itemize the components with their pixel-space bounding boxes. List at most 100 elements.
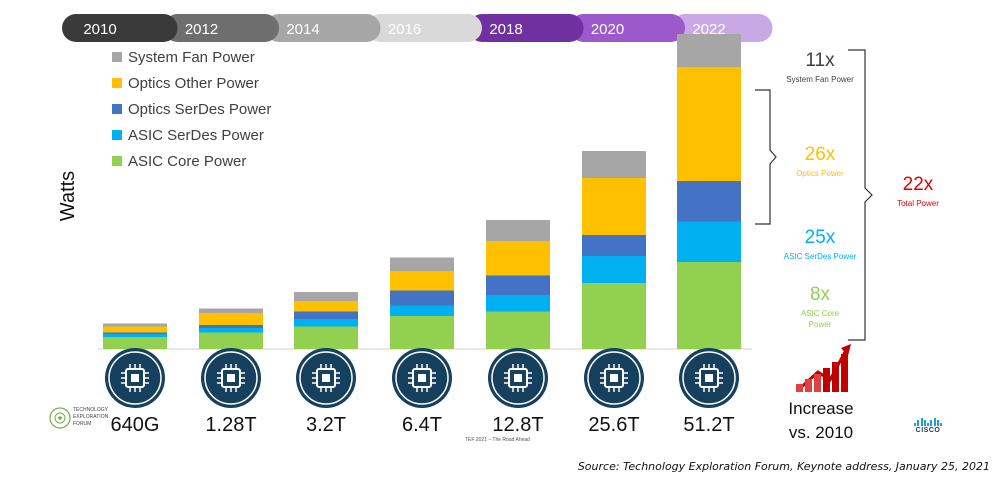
bar-25.6T-asic-serdes-power: [582, 256, 646, 283]
x-tick-label-6.4T: 6.4T: [402, 414, 442, 436]
legend-label: Optics Other Power: [128, 75, 259, 92]
bar-25.6T-optics-serdes-power: [582, 235, 646, 256]
chip-icon-inner-ring: [395, 351, 449, 405]
bar-1.28T-asic-serdes-power: [199, 328, 263, 333]
microchip-icon: [392, 348, 452, 408]
bar-1.28T-optics-serdes-power: [199, 325, 263, 328]
bar-3.2T-optics-other-power: [294, 301, 358, 312]
total-bracket: [848, 49, 873, 341]
tef-logo-line1: TECHNOLOGY: [73, 407, 109, 413]
annotation-label: ASIC SerDes Power: [784, 252, 857, 261]
x-tick-label-25.6T: 25.6T: [588, 414, 639, 436]
timeline-segment-2010: [62, 14, 178, 42]
x-tick-label-12.8T: 12.8T: [492, 414, 543, 436]
watermark-text: TEF 2021 – The Road Ahead: [465, 437, 530, 443]
timeline-segment-2018: [468, 14, 584, 42]
legend-swatch: [112, 104, 122, 114]
cisco-wordmark: CISCO: [915, 427, 941, 434]
legend-label: ASIC SerDes Power: [128, 127, 264, 144]
annotation-value: 26x: [805, 144, 836, 165]
annotation-value: 22x: [903, 174, 934, 195]
timeline-year-2012: 2012: [185, 21, 218, 38]
increase-bar: [814, 374, 821, 392]
microchip-icon: [679, 348, 739, 408]
bar-6.4T-optics-serdes-power: [390, 290, 454, 306]
x-tick-label-1.28T: 1.28T: [205, 414, 256, 436]
source-caption: Source: Technology Exploration Forum, Ke…: [577, 460, 990, 473]
timeline-segment-2014: [265, 14, 381, 42]
chip-icon-inner-ring: [682, 351, 736, 405]
tef-logo-mark: [49, 407, 71, 429]
bar-640G-asic-core-power: [103, 337, 167, 349]
annotation-value: 8x: [810, 284, 831, 305]
timeline-year-2018: 2018: [489, 21, 522, 38]
bar-51.2T-optics-serdes-power: [677, 181, 741, 222]
bar-6.4T-asic-core-power: [390, 316, 454, 349]
bar-6.4T-optics-other-power: [390, 271, 454, 291]
cisco-logo: CISCO: [914, 418, 942, 435]
chip-icon-inner-ring: [299, 351, 353, 405]
cisco-bars-icon: [914, 418, 942, 426]
chip-icon-inner-ring: [491, 351, 545, 405]
x-tick-label-51.2T: 51.2T: [683, 414, 734, 436]
legend-swatch: [112, 130, 122, 140]
bar-1.28T-asic-core-power: [199, 332, 263, 349]
tef-logo-line2: EXPLORATION: [73, 414, 109, 420]
timeline-bar: 2010 2012 2014 2016 2018 2020 2022: [62, 14, 773, 42]
bar-51.2T-asic-serdes-power: [677, 221, 741, 262]
bar-3.2T-asic-core-power: [294, 326, 358, 349]
increase-bar: [841, 354, 848, 392]
bar-640G-optics-serdes-power: [103, 332, 167, 334]
bar-12.8T-optics-other-power: [486, 241, 550, 276]
chip-icon-core: [418, 374, 426, 382]
annotation-label: Optics Power: [796, 169, 844, 178]
bar-51.2T-asic-core-power: [677, 262, 741, 349]
legend-swatch: [112, 52, 122, 62]
annotation-label: ASIC Core: [801, 309, 840, 318]
bar-640G-asic-serdes-power: [103, 334, 167, 337]
microchip-icon: [584, 348, 644, 408]
bar-25.6T-asic-core-power: [582, 283, 646, 349]
annotation-label: System Fan Power: [786, 75, 854, 84]
bar-640G-optics-other-power: [103, 326, 167, 333]
bar-1.28T-system-fan-power: [199, 308, 263, 313]
legend-label: ASIC Core Power: [128, 153, 246, 170]
chart-legend: System Fan Power Optics Other Power Optics…: [112, 49, 271, 170]
chip-icon-inner-ring: [204, 351, 258, 405]
increase-bar: [823, 368, 830, 392]
bar-12.8T-asic-serdes-power: [486, 295, 550, 312]
chip-icon-core: [131, 374, 139, 382]
bar-25.6T-system-fan-power: [582, 151, 646, 178]
bar-area: [103, 34, 741, 349]
bar-6.4T-asic-serdes-power: [390, 305, 454, 316]
timeline-year-2020: 2020: [591, 21, 624, 38]
microchip-icon: [201, 348, 261, 408]
chip-icon-inner-ring: [587, 351, 641, 405]
legend-label: Optics SerDes Power: [128, 101, 271, 118]
bar-12.8T-system-fan-power: [486, 220, 550, 241]
chip-icon-core: [514, 374, 522, 382]
annotation-value: 25x: [805, 227, 836, 248]
x-tick-labels: 640G 1.28T 3.2T 6.4T 12.8T 25.6T 51.2T: [111, 414, 735, 436]
annotation-label: Total Power: [897, 199, 939, 208]
optics-bracket: [755, 89, 777, 225]
timeline-segment-2012: [163, 14, 279, 42]
bar-3.2T-system-fan-power: [294, 292, 358, 301]
bar-25.6T-optics-other-power: [582, 178, 646, 235]
chip-icon-core: [322, 374, 330, 382]
chip-icon-inner-ring: [108, 351, 162, 405]
bar-12.8T-asic-core-power: [486, 311, 550, 349]
microchip-icon: [105, 348, 165, 408]
increase-label-line1: Increase: [788, 399, 853, 418]
timeline-year-2016: 2016: [388, 21, 421, 38]
bar-6.4T-system-fan-power: [390, 257, 454, 271]
chip-icon-core: [705, 374, 713, 382]
microchip-icon: [488, 348, 548, 408]
bar-51.2T-optics-other-power: [677, 67, 741, 181]
increase-bar: [832, 362, 839, 392]
bar-1.28T-optics-other-power: [199, 313, 263, 325]
bar-3.2T-asic-serdes-power: [294, 319, 358, 327]
x-tick-label-3.2T: 3.2T: [306, 414, 346, 436]
bar-3.2T-optics-serdes-power: [294, 311, 358, 319]
